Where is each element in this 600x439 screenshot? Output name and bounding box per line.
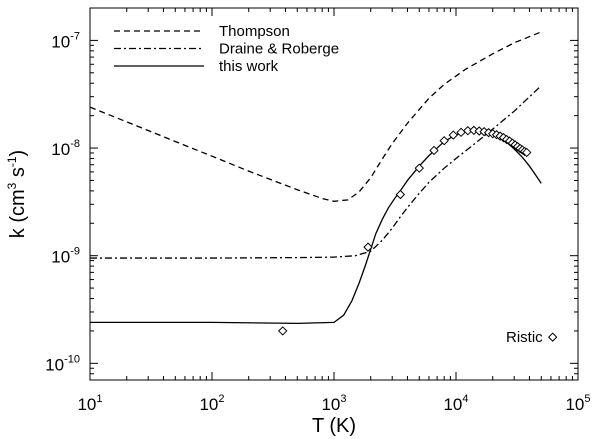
plot-frame xyxy=(89,7,579,381)
x-tick-label-exp: 4 xyxy=(462,393,468,405)
y-tick-label-exp: -9 xyxy=(70,246,80,258)
data-point-ristic xyxy=(439,135,449,146)
y-tick-label: 10-10 xyxy=(45,353,80,374)
data-point-ristic xyxy=(363,242,373,252)
y-tick-label: 10-7 xyxy=(51,30,80,51)
annotation-label: Ristic xyxy=(506,329,543,346)
y-tick-label: 10-8 xyxy=(51,138,80,159)
y-tick-label-exp: -8 xyxy=(70,138,80,150)
x-tick-label-exp: 2 xyxy=(218,393,224,405)
x-tick-label: 101 xyxy=(77,393,102,414)
data-point-ristic xyxy=(522,147,532,158)
y-axis-label-base: k (cm xyxy=(7,189,29,238)
x-axis-label: T (K) xyxy=(312,415,356,437)
legend-label-thompson: Thompson xyxy=(219,23,290,40)
x-tick-label-exp: 5 xyxy=(584,393,590,405)
x-tick-label: 105 xyxy=(565,393,590,414)
annotations: Ristic xyxy=(506,329,558,346)
y-axis-label-mid: s xyxy=(7,167,29,183)
x-tick-label: 104 xyxy=(443,393,468,414)
data-point-ristic xyxy=(278,326,288,336)
x-tick-label-base: 10 xyxy=(77,395,96,414)
x-tick-label-base: 10 xyxy=(321,395,340,414)
y-tick-label: 10-9 xyxy=(51,246,80,267)
y-tick-label-base: 10 xyxy=(45,355,64,374)
data-point-ristic xyxy=(448,130,458,140)
y-tick-label-base: 10 xyxy=(51,32,70,51)
x-tick-label: 103 xyxy=(321,393,346,414)
x-tick-label-base: 10 xyxy=(443,395,462,414)
y-tick-label-exp: -7 xyxy=(70,30,80,42)
data-point-ristic xyxy=(414,163,424,173)
data-point-ristic xyxy=(395,189,406,200)
y-tick-label-exp: -10 xyxy=(64,353,80,365)
series-layer xyxy=(89,31,542,336)
x-tick-label-exp: 1 xyxy=(96,393,102,405)
series-line-this-work xyxy=(90,130,542,325)
y-axis-label-sup1: 3 xyxy=(5,182,19,189)
y-tick-label-base: 10 xyxy=(51,248,70,267)
annotation-marker xyxy=(547,332,558,342)
series-line-draine-roberge xyxy=(90,85,542,259)
legend-label-this-work: this work xyxy=(219,58,279,75)
data-point-ristic xyxy=(456,127,466,138)
x-tick-label-base: 10 xyxy=(199,395,218,414)
axis-ticks xyxy=(89,7,579,380)
y-axis-label: k (cm3 s-1) xyxy=(5,150,29,238)
y-axis-label-sup2: -1 xyxy=(5,156,19,167)
series-ristic-markers xyxy=(278,125,532,336)
x-tick-label-base: 10 xyxy=(565,395,584,414)
data-point-ristic xyxy=(429,145,439,156)
x-tick-label: 102 xyxy=(199,393,224,414)
legend-label-draine-roberge: Draine & Roberge xyxy=(219,41,339,58)
y-axis-label-end: ) xyxy=(7,150,29,157)
y-tick-label-base: 10 xyxy=(51,140,70,159)
x-tick-label-exp: 3 xyxy=(340,393,346,405)
